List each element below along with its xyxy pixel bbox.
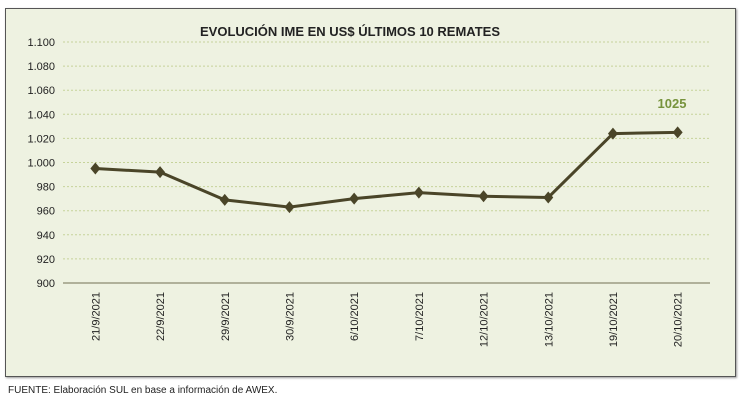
y-tick-label: 1.020 — [27, 133, 55, 145]
data-point — [284, 201, 295, 214]
data-point — [607, 127, 618, 140]
y-tick-label: 920 — [37, 254, 55, 266]
x-tick-label: 20/10/2021 — [673, 292, 685, 347]
data-point — [219, 193, 230, 206]
x-tick-label: 6/10/2021 — [349, 292, 361, 341]
y-tick-label: 1.100 — [27, 37, 55, 49]
x-tick-label: 13/10/2021 — [543, 292, 555, 347]
source-note: FUENTE: Elaboración SUL en base a inform… — [8, 385, 278, 396]
data-point — [349, 192, 360, 205]
y-tick-label: 1.000 — [27, 158, 55, 170]
y-tick-label: 1.040 — [27, 109, 55, 121]
data-point — [90, 162, 101, 175]
data-label-last: 1025 — [658, 96, 687, 111]
x-tick-label: 30/9/2021 — [284, 292, 296, 341]
x-tick-label: 22/9/2021 — [155, 292, 167, 341]
y-tick-label: 940 — [37, 230, 55, 242]
data-point — [672, 126, 683, 139]
x-tick-label: 21/9/2021 — [90, 292, 102, 341]
y-tick-label: 900 — [37, 278, 55, 290]
y-tick-label: 1.060 — [27, 85, 55, 97]
data-point — [413, 186, 424, 199]
chart-frame — [5, 8, 736, 377]
chart-title: EVOLUCIÓN IME EN US$ ÚLTIMOS 10 REMATES — [200, 24, 500, 39]
y-tick-label: 960 — [37, 206, 55, 218]
y-tick-label: 980 — [37, 182, 55, 194]
x-tick-label: 29/9/2021 — [220, 292, 232, 341]
data-point — [478, 190, 489, 203]
series-line — [95, 130, 678, 209]
x-tick-label: 7/10/2021 — [414, 292, 426, 341]
data-point — [543, 191, 554, 204]
x-tick-label: 19/10/2021 — [608, 292, 620, 347]
data-point — [155, 166, 166, 179]
x-tick-label: 12/10/2021 — [479, 292, 491, 347]
y-tick-label: 1.080 — [27, 61, 55, 73]
